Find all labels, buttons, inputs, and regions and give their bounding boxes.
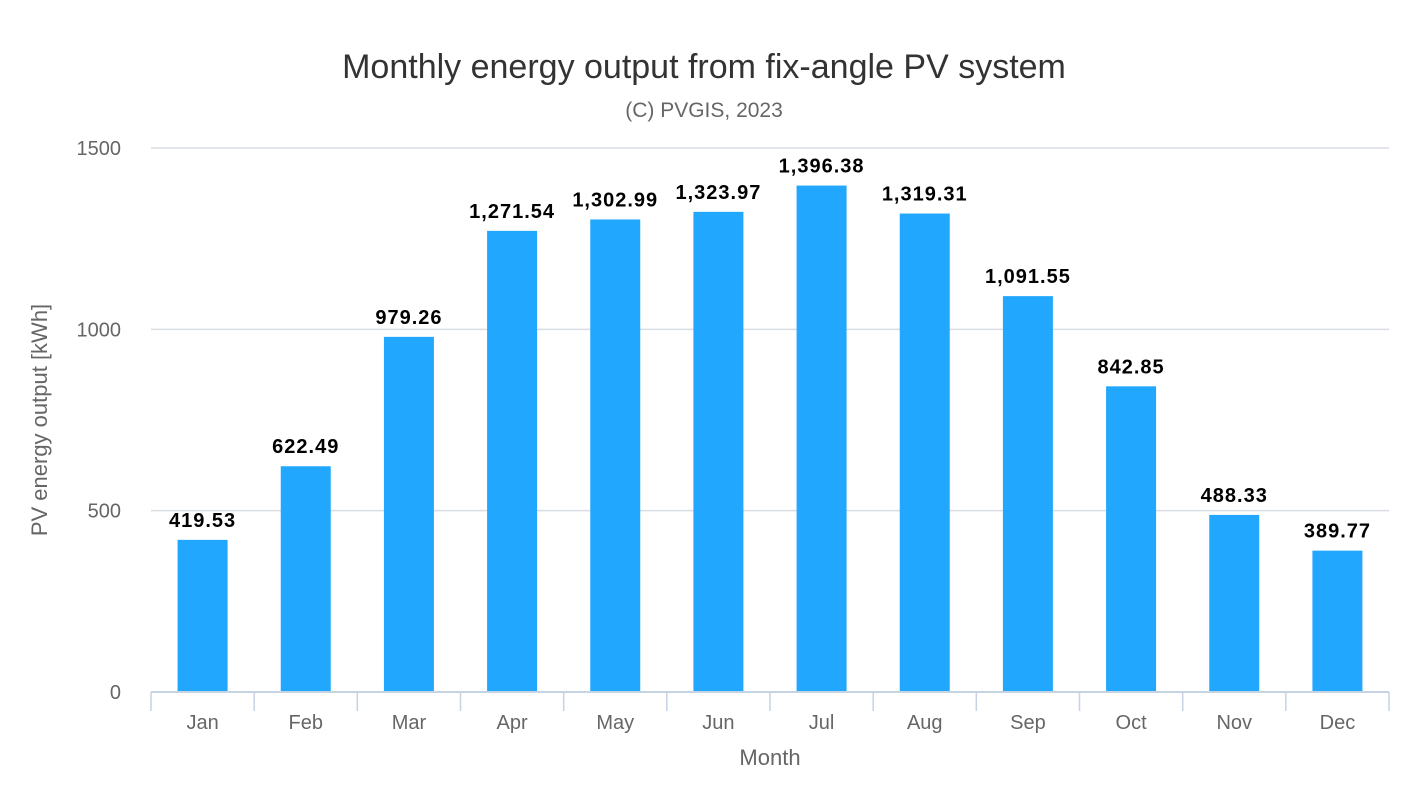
x-axis: Jan Feb Mar Apr May Jun Jul Aug Sep Oct Nov Dec xyxy=(150,691,1390,734)
data-label-jan: 419.53 xyxy=(169,510,236,532)
chart-subtitle: (C) PVGIS, 2023 xyxy=(625,99,783,122)
bar-jun xyxy=(693,211,744,692)
x-tick-label: Jul xyxy=(809,712,835,734)
bar-dec xyxy=(1312,550,1363,692)
bars xyxy=(177,185,1363,692)
data-label-may: 1,302.99 xyxy=(572,189,658,211)
data-label-mar: 979.26 xyxy=(375,307,442,329)
y-tick-label: 1000 xyxy=(77,319,122,341)
bar-sep xyxy=(1002,296,1053,692)
data-label-dec: 389.77 xyxy=(1304,521,1371,543)
data-label-feb: 622.49 xyxy=(272,436,339,458)
y-axis-title: PV energy output [kWh] xyxy=(27,304,52,536)
bar-apr xyxy=(487,230,538,692)
x-tick-label: Nov xyxy=(1216,712,1252,734)
data-labels: 419.53 622.49 979.26 1,271.54 1,302.99 1,323.… xyxy=(169,156,1371,543)
bar-feb xyxy=(280,466,331,692)
data-label-aug: 1,319.31 xyxy=(882,184,968,206)
x-axis-title: Month xyxy=(739,745,800,770)
data-label-oct: 842.85 xyxy=(1097,356,1164,378)
bar-oct xyxy=(1106,386,1157,692)
bar-mar xyxy=(383,336,434,692)
x-tick-label: Mar xyxy=(392,712,427,734)
data-label-jul: 1,396.38 xyxy=(779,156,865,178)
chart-title: Monthly energy output from fix-angle PV … xyxy=(342,48,1066,86)
data-label-sep: 1,091.55 xyxy=(985,266,1071,288)
data-label-apr: 1,271.54 xyxy=(469,201,555,223)
bar-aug xyxy=(899,213,950,692)
data-label-jun: 1,323.97 xyxy=(675,182,761,204)
x-tick-label: Jun xyxy=(702,712,734,734)
x-tick-label: Oct xyxy=(1116,712,1148,734)
x-tick-label: Feb xyxy=(289,712,323,734)
x-tick-label: May xyxy=(596,712,634,734)
bar-jan xyxy=(177,539,228,692)
bar-jul xyxy=(796,185,847,692)
bar-nov xyxy=(1209,514,1260,692)
bar-may xyxy=(590,219,641,692)
grid-lines xyxy=(151,147,1389,512)
y-tick-label: 1500 xyxy=(77,138,122,160)
y-tick-label: 0 xyxy=(110,682,121,704)
y-tick-label: 500 xyxy=(88,501,121,523)
x-tick-label: Dec xyxy=(1320,712,1356,734)
x-tick-label: Aug xyxy=(907,712,943,734)
y-axis-ticks: 0 500 1000 1500 xyxy=(77,138,122,704)
x-tick-label: Jan xyxy=(186,712,218,734)
x-tick-label: Apr xyxy=(497,712,528,734)
data-label-nov: 488.33 xyxy=(1201,485,1268,507)
x-tick-label: Sep xyxy=(1010,712,1046,734)
